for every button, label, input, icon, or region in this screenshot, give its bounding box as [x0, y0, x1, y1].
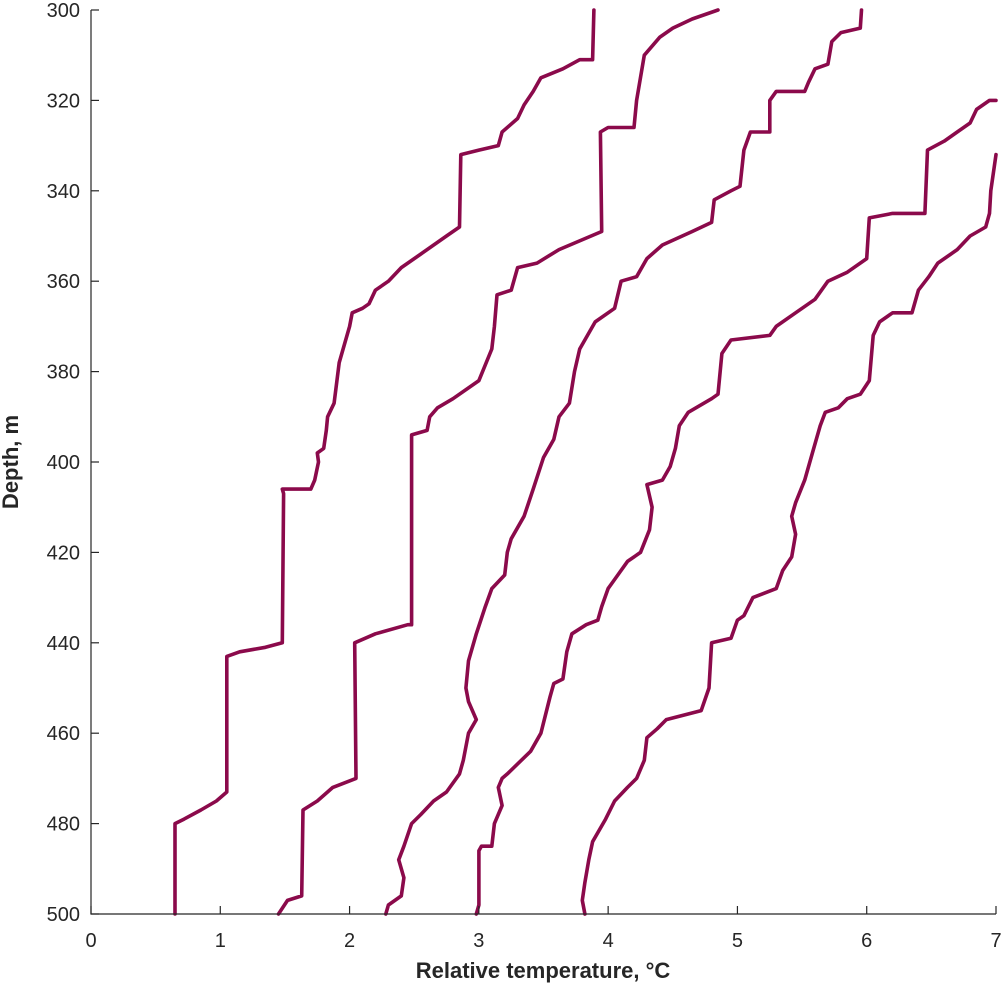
y-tick-label: 320: [47, 90, 80, 112]
y-tick-label: 360: [47, 271, 80, 293]
y-tick-label: 400: [47, 452, 80, 474]
y-axis-title: Depth, m: [0, 415, 23, 509]
y-tick-label: 420: [47, 542, 80, 564]
y-tick-label: 440: [47, 633, 80, 655]
x-tick-label: 4: [603, 930, 614, 952]
profiles-group: [173, 8, 998, 916]
profile-line-2: [276, 8, 720, 916]
profile-line-4: [474, 98, 998, 916]
y-tick-label: 380: [47, 362, 80, 384]
x-tick-label: 6: [861, 930, 872, 952]
y-tick-label: 340: [47, 181, 80, 203]
profile-line-3: [384, 8, 864, 916]
x-tick-label: 2: [344, 930, 355, 952]
y-axis-ticks: 300 320 340 360 380 400 420 440 460 480 500: [47, 0, 99, 926]
x-tick-label: 5: [732, 930, 743, 952]
y-tick-label: 480: [47, 814, 80, 836]
y-tick-label: 500: [47, 904, 80, 926]
x-tick-label: 7: [990, 930, 1001, 952]
x-tick-label: 3: [473, 930, 484, 952]
x-tick-label: 1: [215, 930, 226, 952]
x-tick-label: 0: [85, 930, 96, 952]
x-axis-ticks: 0 1 2 3 4 5 6 7: [85, 906, 1002, 952]
y-tick-label: 300: [47, 0, 80, 22]
profile-line-5: [580, 152, 998, 916]
x-axis-title: Relative temperature, °C: [416, 958, 671, 983]
profile-line-1: [173, 8, 596, 916]
y-tick-label: 460: [47, 723, 80, 745]
